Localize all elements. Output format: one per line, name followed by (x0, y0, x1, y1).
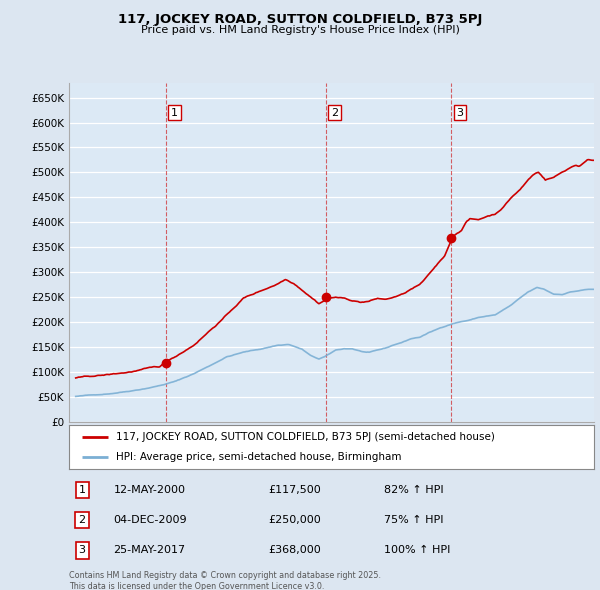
Text: 82% ↑ HPI: 82% ↑ HPI (384, 485, 443, 495)
Text: 3: 3 (79, 546, 86, 555)
Text: 117, JOCKEY ROAD, SUTTON COLDFIELD, B73 5PJ (semi-detached house): 117, JOCKEY ROAD, SUTTON COLDFIELD, B73 … (116, 432, 495, 442)
Text: 2: 2 (331, 107, 338, 117)
Text: 75% ↑ HPI: 75% ↑ HPI (384, 515, 443, 525)
Text: £250,000: £250,000 (269, 515, 321, 525)
Text: 2: 2 (79, 515, 86, 525)
Text: 1: 1 (171, 107, 178, 117)
Text: 100% ↑ HPI: 100% ↑ HPI (384, 546, 451, 555)
Text: HPI: Average price, semi-detached house, Birmingham: HPI: Average price, semi-detached house,… (116, 452, 402, 462)
Text: 1: 1 (79, 485, 86, 495)
Text: £117,500: £117,500 (269, 485, 321, 495)
Text: Price paid vs. HM Land Registry's House Price Index (HPI): Price paid vs. HM Land Registry's House … (140, 25, 460, 35)
Text: 25-MAY-2017: 25-MAY-2017 (113, 546, 186, 555)
Text: 3: 3 (457, 107, 463, 117)
Text: 12-MAY-2000: 12-MAY-2000 (113, 485, 185, 495)
Text: 117, JOCKEY ROAD, SUTTON COLDFIELD, B73 5PJ: 117, JOCKEY ROAD, SUTTON COLDFIELD, B73 … (118, 13, 482, 26)
Text: 04-DEC-2009: 04-DEC-2009 (113, 515, 187, 525)
Text: Contains HM Land Registry data © Crown copyright and database right 2025.
This d: Contains HM Land Registry data © Crown c… (69, 571, 381, 590)
Text: £368,000: £368,000 (269, 546, 321, 555)
